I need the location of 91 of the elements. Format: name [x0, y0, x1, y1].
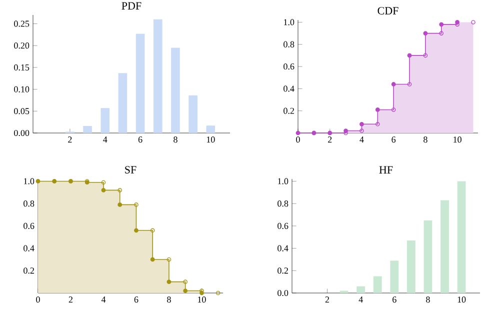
point	[407, 82, 412, 86]
x-tick-label: 0	[296, 136, 300, 143]
x-tick-label: 4	[360, 136, 364, 142]
bar	[356, 286, 366, 293]
bar	[118, 73, 128, 133]
y-tick-label: 0.4	[278, 245, 288, 252]
x-tick-label: 6	[392, 296, 396, 303]
y-tick-label: 0.6	[284, 63, 294, 70]
point	[296, 130, 300, 136]
x-tick-label: 4	[101, 296, 106, 302]
x-tick-label: 10	[454, 136, 462, 143]
x-tick-label: 6	[134, 296, 138, 303]
x-tick-label: 8	[426, 296, 430, 303]
y-tick-label: 0.6	[24, 222, 34, 229]
point	[118, 188, 122, 192]
chart-title: CDF	[378, 7, 398, 14]
bar	[136, 34, 145, 133]
y-tick-label: 0.8	[278, 200, 288, 207]
bar	[390, 260, 399, 293]
x-tick-label: 2	[328, 136, 332, 142]
y-tick-label: 0.2	[278, 268, 288, 274]
bar	[406, 240, 416, 293]
point	[439, 31, 444, 36]
bar	[424, 220, 432, 293]
y-tick-label: 0.25	[14, 20, 30, 27]
x-tick-label: 10	[458, 296, 466, 303]
bar	[457, 181, 466, 293]
x-tick-label: 2	[325, 296, 329, 302]
point	[376, 122, 380, 126]
y-tick-label: 0.4	[284, 86, 294, 92]
point	[36, 179, 40, 184]
chart-title: HF	[379, 166, 393, 174]
point	[360, 122, 364, 126]
point	[150, 228, 155, 233]
point	[423, 31, 428, 36]
x-tick-label: 10	[198, 296, 206, 303]
x-tick-label: 6	[392, 136, 396, 143]
point	[423, 53, 428, 58]
point	[471, 20, 476, 24]
point	[118, 202, 122, 207]
x-tick-label: 6	[138, 136, 142, 143]
x-tick-label: 8	[167, 296, 171, 303]
point	[216, 290, 220, 296]
x-tick-label: 0	[36, 296, 40, 303]
y-tick-label: 0.05	[14, 108, 30, 114]
point	[391, 108, 396, 112]
point	[166, 280, 172, 284]
point	[439, 22, 444, 27]
x-tick-label: 8	[424, 136, 428, 143]
y-tick-label: 0.20	[14, 42, 30, 49]
point	[360, 128, 364, 133]
chart-title: PDF	[122, 2, 142, 10]
bar	[373, 276, 382, 293]
point	[134, 202, 138, 207]
bar	[206, 126, 216, 133]
point	[166, 257, 172, 262]
y-tick-label: 0.6	[278, 222, 288, 229]
chart-title: SF	[125, 166, 136, 174]
point	[101, 188, 106, 192]
x-tick-label: 8	[174, 136, 178, 143]
point	[101, 180, 106, 185]
x-tick-label: 4	[358, 296, 363, 302]
y-tick-label: 0.4	[24, 245, 34, 252]
x-tick-label: 4	[103, 136, 108, 142]
bar	[100, 108, 110, 133]
bar	[188, 95, 198, 133]
y-tick-label: 0.8	[24, 200, 34, 207]
point	[183, 288, 188, 293]
bar	[83, 126, 92, 133]
y-tick-label: 0.15	[14, 64, 30, 70]
x-tick-label: 10	[206, 136, 215, 143]
point	[134, 228, 138, 233]
x-tick-label: 2	[68, 136, 72, 142]
y-tick-label: 0.8	[284, 41, 294, 48]
y-tick-label: 0.00	[14, 130, 30, 136]
bar	[440, 200, 449, 293]
point	[407, 53, 412, 58]
x-tick-label: 2	[68, 296, 72, 302]
y-tick-label: 0.10	[14, 86, 30, 92]
bar	[171, 48, 180, 133]
point	[183, 280, 188, 284]
y-tick-label: 0.2	[24, 268, 34, 274]
y-tick-label: 0.0	[278, 290, 288, 296]
bar	[153, 19, 162, 133]
y-tick-label: 1.0	[284, 19, 294, 26]
point	[150, 257, 155, 262]
y-tick-label: 1.0	[24, 178, 34, 184]
point	[391, 82, 396, 86]
point	[375, 108, 380, 112]
y-tick-label: 0.2	[284, 108, 294, 114]
y-tick-label: 1.0	[278, 178, 288, 184]
